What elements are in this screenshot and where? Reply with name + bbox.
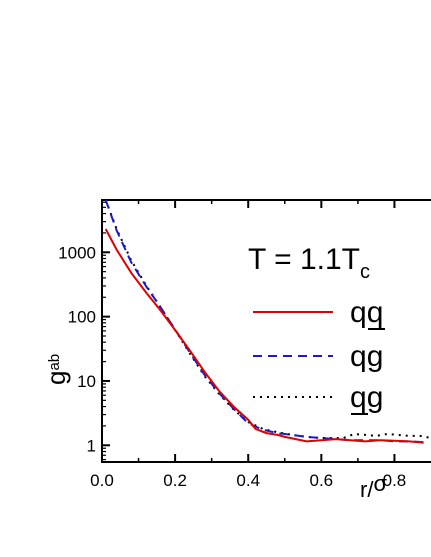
- y-axis-label: gab: [41, 354, 71, 385]
- plot-border: [101, 199, 431, 463]
- series-layer: [104, 200, 431, 444]
- x-tick-label: 0.0: [90, 471, 114, 490]
- x-axis-label-greek: σ: [373, 471, 387, 496]
- x-axis-label: r/σ: [360, 471, 387, 502]
- y-tick-label: 10: [77, 372, 96, 391]
- y-tick-label: 100: [68, 308, 96, 327]
- x-tick-label: 0.6: [310, 471, 334, 490]
- y-tick-label: 1000: [58, 243, 96, 262]
- plot-frame: [101, 199, 431, 463]
- x-tick-label: 0.8: [383, 471, 407, 490]
- ticks-layer: 0.0 0.2 0.4 0.6 0.8 1 10 100 1000: [58, 200, 406, 490]
- x-tick-label: 0.4: [236, 471, 260, 490]
- x-axis-label-main: r/: [360, 477, 374, 502]
- series-line-q̲g: [104, 200, 431, 439]
- legend-label-qg: qg: [350, 340, 383, 373]
- x-tick-label: 0.2: [163, 471, 187, 490]
- annotation-subscript: c: [360, 261, 370, 283]
- temperature-annotation: T = 1.1Tc: [248, 243, 370, 283]
- annotation-text: T = 1.1T: [248, 243, 360, 276]
- series-line-qq̲: [104, 228, 424, 444]
- y-axis-label-subscript: ab: [46, 354, 63, 371]
- legend-label-qbar-g: qg: [350, 381, 383, 414]
- y-axis-label-main: g: [41, 371, 71, 385]
- y-tick-label: 1: [87, 436, 96, 455]
- legend: qq qg qg: [253, 296, 385, 415]
- legend-label-qq-bar: qq: [350, 296, 383, 329]
